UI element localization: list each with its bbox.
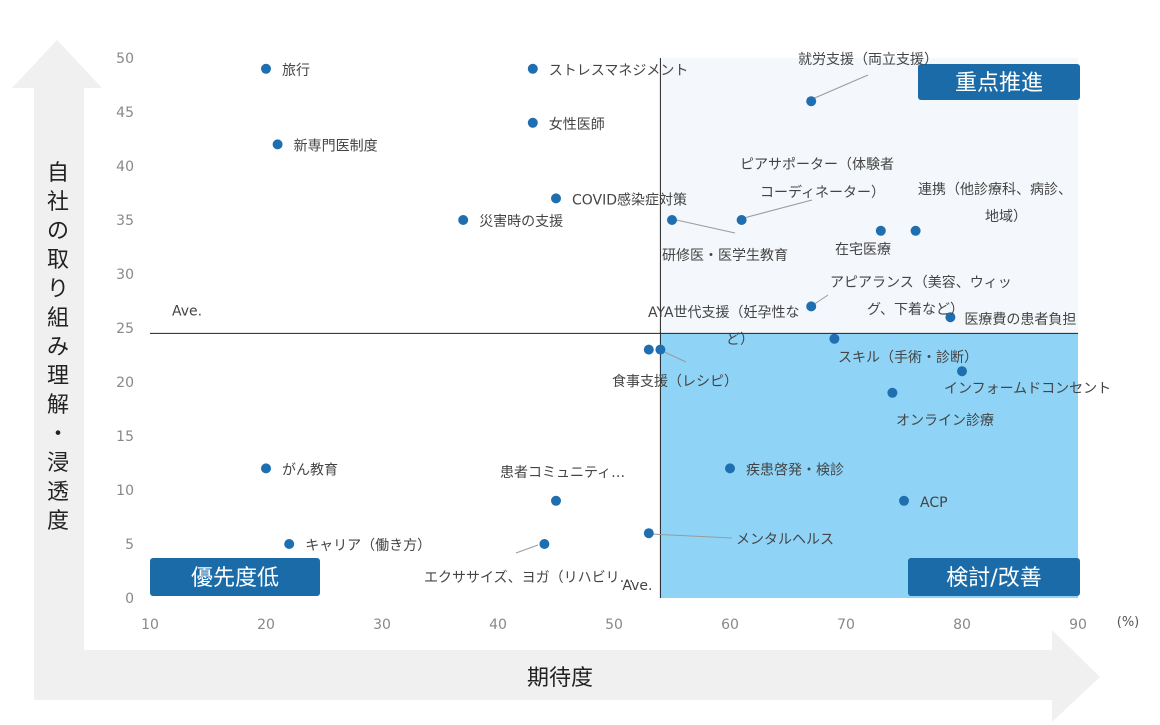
data-point: [806, 301, 817, 312]
data-point: [272, 139, 283, 150]
data-point: [458, 215, 469, 225]
data-point: [551, 193, 561, 204]
x-tick-label: 50: [605, 617, 623, 633]
y-tick-label: 20: [116, 375, 134, 391]
data-point: [806, 96, 817, 107]
leader-line: [515, 544, 539, 554]
point-label: キャリア（働き方）: [305, 538, 431, 554]
data-point: [736, 215, 747, 225]
data-point: [899, 495, 909, 506]
y-tick-label: 5: [125, 537, 134, 553]
y-tick-label: 45: [116, 105, 134, 121]
point-label: COVID感染症対策: [572, 191, 687, 208]
data-point: [261, 63, 271, 74]
quadrant-label-bottom-left: 優先度低: [191, 566, 279, 591]
x-tick-label: 80: [953, 617, 971, 633]
point-label: 旅行: [282, 63, 310, 79]
quadrant-label-bottom-right-box: [908, 558, 1080, 596]
x-axis-title: 期待度: [527, 666, 593, 691]
point-label: ピアサポーター（体験者コーディネーター）: [740, 157, 894, 201]
data-point: [284, 539, 295, 549]
point-label: メンタルヘルス: [736, 532, 834, 548]
x-unit-label: (%): [1117, 615, 1140, 630]
point-label: 災害時の支援: [479, 214, 563, 230]
point-label: 研修医・医学生教育: [662, 248, 788, 264]
axis-arrows: [12, 40, 1100, 722]
point-label: 連携（他診療科、病診、地域）: [918, 181, 1072, 225]
quadrant-label-top-right-box: [918, 64, 1080, 100]
quadrant-backgrounds: [660, 58, 1078, 598]
leader-line: [809, 74, 869, 101]
data-point: [527, 117, 538, 128]
point-label: インフォームドコンセント: [944, 381, 1111, 397]
point-label: AYA世代支援（妊孕性など）: [648, 305, 800, 348]
point-label: 医療費の患者負担: [964, 311, 1076, 328]
point-label: エクササイズ、ヨガ（リハビリ…: [424, 570, 634, 586]
x-tick-label: 60: [721, 617, 739, 633]
leader-line: [739, 199, 813, 220]
point-label: 患者コミュニティ…: [500, 465, 625, 481]
quadrant-label-top-right: 重点推進: [955, 71, 1043, 96]
x-axis-arrow: [34, 630, 1100, 722]
x-tick-label: 90: [1069, 617, 1087, 633]
quadrant-label-bottom-left-box: [150, 558, 320, 596]
data-point: [527, 63, 538, 74]
point-label: がん教育: [282, 462, 338, 478]
data-point: [945, 312, 956, 323]
data-point: [551, 495, 561, 506]
y-tick-label: 10: [116, 483, 134, 499]
x-tick-label: 20: [257, 617, 275, 633]
data-point: [957, 366, 967, 377]
x-tick-label: 40: [489, 617, 507, 633]
data-point: [875, 225, 886, 236]
y-average-label: Ave.: [172, 303, 202, 319]
x-tick-label: 10: [141, 617, 159, 633]
x-tick-label: 30: [373, 617, 391, 633]
quadrant-top-right-bg: [660, 58, 1078, 334]
y-tick-label: 25: [116, 321, 134, 337]
point-label: オンライン診療: [896, 412, 994, 429]
data-point: [643, 528, 654, 539]
point-label: 疾患啓発・検診: [746, 462, 844, 478]
data-points: [261, 63, 967, 549]
data-point: [829, 333, 840, 344]
data-point: [643, 344, 654, 355]
y-tick-label: 0: [125, 591, 134, 607]
average-lines: Ave. Ave.: [150, 58, 1078, 598]
point-label: ACP: [920, 495, 948, 511]
data-point: [261, 463, 271, 474]
data-point: [539, 539, 550, 549]
data-point: [667, 215, 677, 225]
data-point: [887, 387, 898, 398]
leader-line: [649, 533, 733, 539]
x-tick-label: 70: [837, 617, 855, 633]
y-axis-title: 自社の取り組み理解・浸透度: [47, 161, 69, 534]
point-label: 新専門医制度: [294, 138, 378, 154]
point-label: ストレスマネジメント: [549, 63, 689, 79]
y-tick-label: 40: [116, 159, 134, 175]
point-label: 女性医師: [549, 116, 605, 133]
y-tick-label: 50: [116, 51, 134, 67]
y-tick-label: 30: [116, 267, 134, 283]
data-point: [655, 344, 666, 355]
data-point: [910, 225, 921, 236]
point-label: 就労支援（両立支援）: [798, 52, 938, 68]
axis-ticks: 0 5 10 15 20 25 30 35 40 45 50 10 20 30 40 50 60 70 80 90 (%…: [116, 51, 1139, 633]
y-axis-arrow: [12, 40, 102, 680]
point-label: 在宅医療: [835, 241, 891, 258]
quadrant-label-bottom-right: 検討/改善: [946, 566, 1041, 591]
leader-line: [671, 218, 736, 234]
x-average-label: Ave.: [622, 578, 652, 594]
point-label: 食事支援（レシピ）: [612, 373, 738, 390]
data-point: [725, 463, 735, 474]
y-tick-label: 35: [116, 213, 134, 229]
point-label: アピアランス（美容、ウィッグ、下着など）: [830, 274, 1012, 318]
point-label: スキル（手術・診断）: [838, 350, 978, 366]
axis-titles: 期待度 自社の取り組み理解・浸透度: [47, 161, 593, 691]
y-tick-label: 15: [116, 429, 134, 445]
